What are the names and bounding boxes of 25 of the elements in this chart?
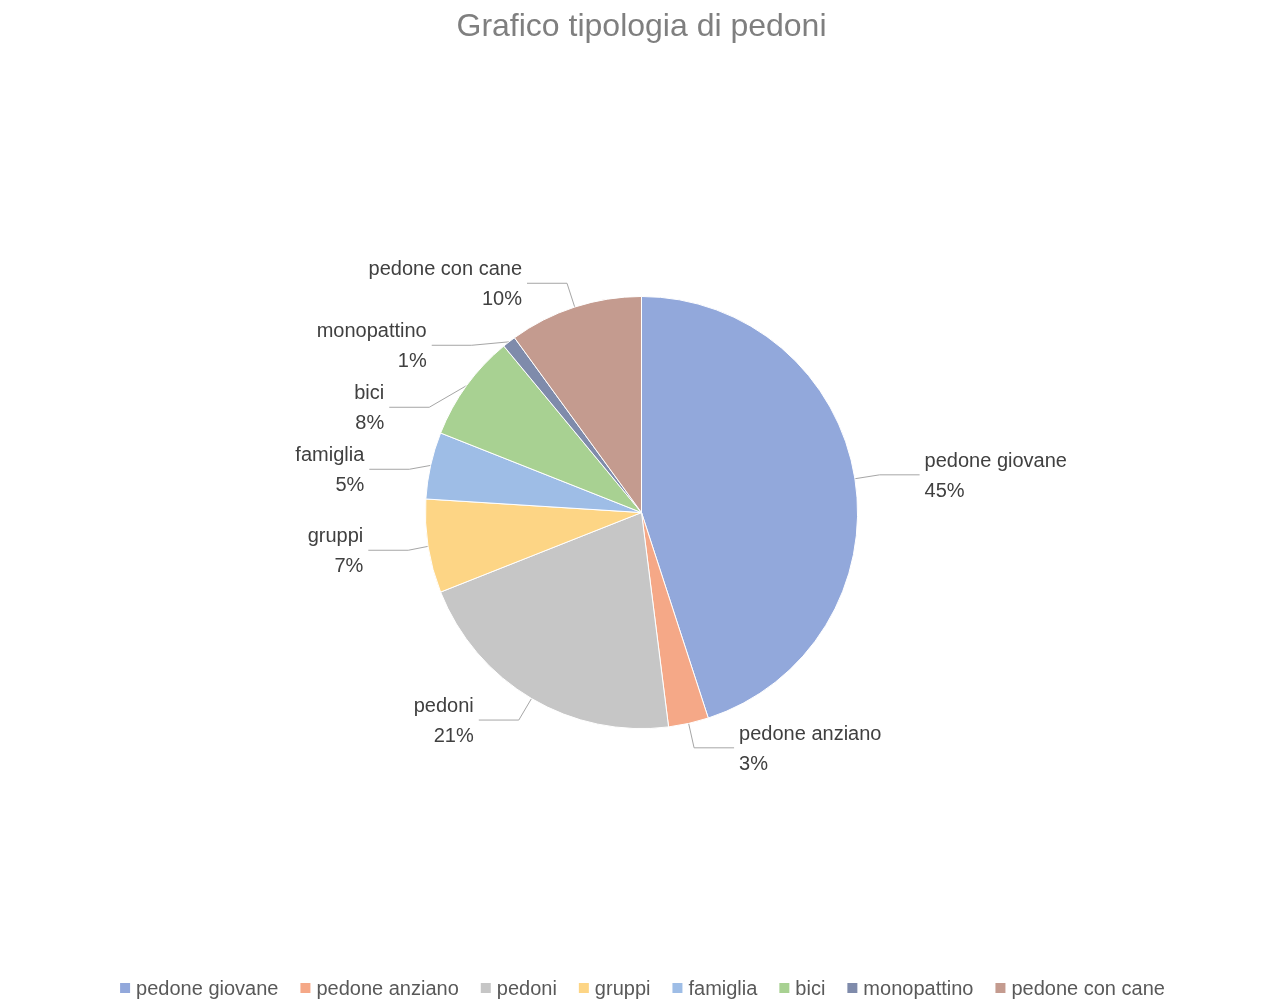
data-label: 21%: [433, 724, 474, 747]
data-label: 45%: [924, 478, 965, 501]
slice-label: pedone con cane: [368, 257, 522, 280]
slice-label: gruppi: [307, 524, 364, 547]
slice-label: pedoni: [413, 694, 474, 717]
legend-label: pedone anziano: [316, 977, 459, 999]
legend-label: pedone con cane: [1011, 977, 1165, 999]
legend-label: pedoni: [496, 977, 557, 999]
legend-label: famiglia: [688, 977, 759, 999]
legend-label: monopattino: [863, 977, 974, 999]
slice-label: famiglia: [295, 443, 366, 466]
data-label: 10%: [481, 287, 523, 310]
data-label: 3%: [739, 751, 769, 774]
data-label: 7%: [334, 554, 364, 577]
slice-label: monopattino: [316, 319, 427, 342]
chart-title: Grafico tipologia di pedoni: [456, 7, 827, 43]
legend-label: pedone giovane: [136, 977, 279, 999]
slice-label: bici: [354, 381, 385, 404]
legend-label: gruppi: [594, 977, 651, 999]
legend-label: bici: [795, 977, 826, 999]
data-label: 8%: [355, 411, 385, 434]
slice-label: pedone giovane: [924, 448, 1067, 471]
data-label: 1%: [397, 349, 427, 372]
slice-label: pedone anziano: [739, 721, 882, 744]
data-label: 5%: [335, 473, 365, 496]
